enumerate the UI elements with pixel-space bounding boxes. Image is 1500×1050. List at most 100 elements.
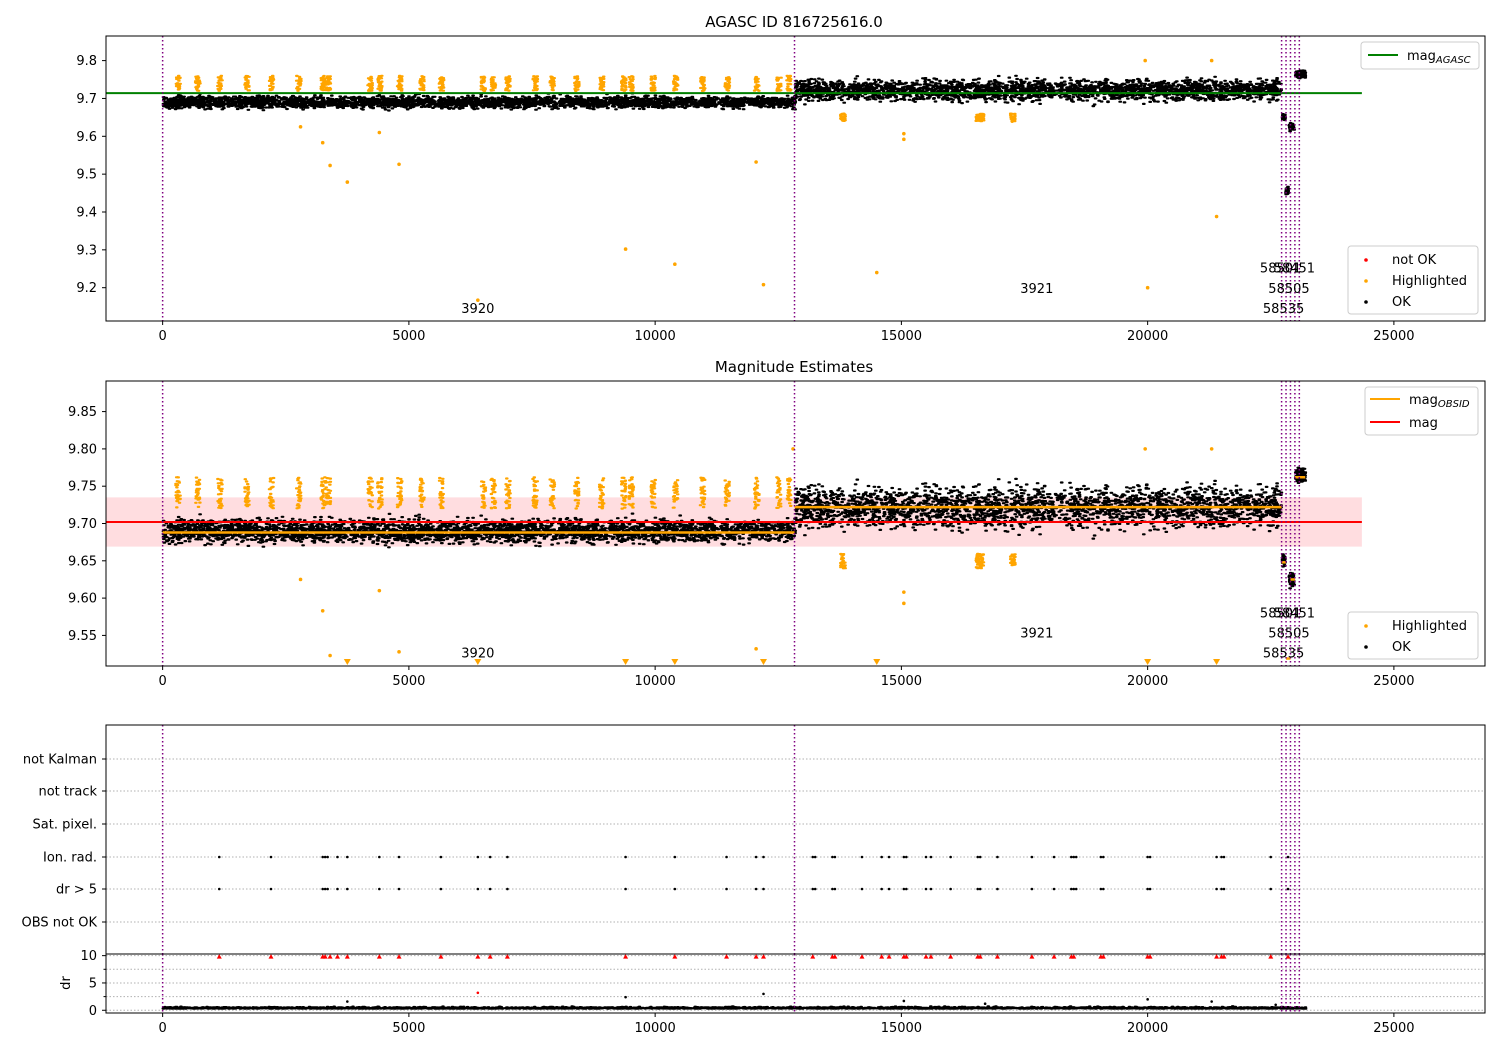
flag-point xyxy=(754,887,758,891)
highlighted-spike xyxy=(243,478,251,508)
flag-point xyxy=(506,887,509,891)
flag-point xyxy=(1052,855,1056,859)
x-tick-label: 10000 xyxy=(634,329,675,344)
highlighted-point xyxy=(397,650,401,654)
dr-point xyxy=(1274,1003,1277,1007)
flag-point xyxy=(949,887,952,891)
dr-clipped-marker xyxy=(753,954,759,959)
flag-point xyxy=(1286,887,1290,891)
x-tick-label: 10000 xyxy=(634,674,675,689)
legend-ok-label-2: OK xyxy=(1392,640,1411,655)
dr-clipped-marker xyxy=(487,954,493,959)
x-tick-label: 20000 xyxy=(1127,674,1168,689)
y-tick-label: 9.85 xyxy=(68,405,97,420)
highlighted-point xyxy=(902,137,906,142)
highlighted-spike xyxy=(627,75,635,92)
highlighted-spike xyxy=(775,76,783,92)
dr-clipped-marker xyxy=(1214,954,1220,959)
highlighted-point xyxy=(1145,285,1150,290)
highlighted-spike xyxy=(193,75,202,92)
flags-plot-background xyxy=(106,758,1485,923)
flag-point xyxy=(488,855,492,859)
y-tick-label: 9.2 xyxy=(76,281,97,296)
x-tick-label: 5000 xyxy=(392,329,425,344)
svg-text:magOBSID: magOBSID xyxy=(1409,393,1470,410)
plot-frame xyxy=(105,35,1486,322)
flag-point xyxy=(269,887,273,891)
obsid-label: 58451 xyxy=(1274,262,1315,277)
flag-point xyxy=(887,887,891,891)
flag-point xyxy=(880,887,883,891)
dr-clipped-marker xyxy=(859,954,865,959)
flag-point xyxy=(1148,887,1152,891)
highlighted-spike xyxy=(978,112,986,123)
flag-point xyxy=(439,887,443,891)
flag-point xyxy=(924,855,928,859)
flag-label: dr > 5 xyxy=(56,883,97,898)
highlighted-spike xyxy=(174,74,182,91)
highlighted-spike xyxy=(598,75,606,92)
flags-panel: not Kalman not track Sat. pixel. Ion. rad. d… xyxy=(22,724,1486,955)
dr-clipped-marker xyxy=(832,954,838,959)
out-of-range-marker xyxy=(1144,659,1152,665)
flag-point xyxy=(762,855,765,859)
dr-clipped-marker xyxy=(268,954,274,959)
flag-point xyxy=(1070,855,1073,859)
flag-point xyxy=(1072,887,1076,891)
flag-point xyxy=(813,887,817,891)
legend-highlighted-label-2: Highlighted xyxy=(1392,619,1467,634)
highlighted-spike xyxy=(216,74,224,92)
flag-point xyxy=(860,855,864,859)
flag-point xyxy=(1074,855,1078,859)
x-tick-label: 5000 xyxy=(392,1021,425,1036)
flag-point xyxy=(754,855,758,859)
flag-point xyxy=(323,887,327,891)
y-tick-label: 9.65 xyxy=(68,554,97,569)
highlighted-point xyxy=(902,590,906,594)
highlighted-spike xyxy=(573,476,581,510)
flag-point xyxy=(976,855,980,859)
flag-point xyxy=(326,887,329,891)
legend-not-ok-label: not OK xyxy=(1392,253,1437,268)
highlighted-point xyxy=(320,608,325,613)
flag-point xyxy=(762,887,765,891)
flag-point xyxy=(1215,855,1218,859)
dr-clipped-marker xyxy=(994,954,1000,959)
flag-point xyxy=(1052,887,1056,891)
obsid-label: 58535 xyxy=(1263,302,1304,317)
flag-point xyxy=(217,887,221,891)
dr-panel: 0 5000 10000 15000 20000 25000 0 5 10 dr xyxy=(59,949,1486,1036)
highlighted-point xyxy=(298,577,303,582)
highlighted-spike xyxy=(479,480,488,509)
dr-clipped-marker xyxy=(396,954,402,959)
flag-point xyxy=(476,855,480,859)
dr-clipped-marker xyxy=(327,954,333,959)
agasc-axes: 0 5000 10000 15000 20000 25000 9.2 9.3 9.4 9.5 9.6… xyxy=(76,35,1486,344)
highlighted-point xyxy=(623,247,628,251)
dr-clipped-marker xyxy=(475,954,481,959)
flag-point xyxy=(346,855,349,859)
flag-point xyxy=(1099,855,1103,859)
y-tick-label: 5 xyxy=(89,976,97,991)
highlighted-spike xyxy=(531,75,540,92)
flag-point xyxy=(1148,855,1152,859)
highlighted-point xyxy=(328,653,332,658)
highlighted-spike xyxy=(395,74,404,92)
dr-clipped-marker xyxy=(760,954,766,959)
legend-highlighted-label: Highlighted xyxy=(1392,274,1467,289)
dr-clipped-marker xyxy=(724,954,730,959)
flag-point xyxy=(326,855,329,859)
highlighted-point xyxy=(298,125,303,129)
flag-point xyxy=(1146,855,1149,859)
highlighted-spike xyxy=(489,76,498,92)
flag-point xyxy=(860,887,864,891)
flag-point xyxy=(880,855,883,859)
dr-point xyxy=(624,995,627,999)
obsid-label: 58505 xyxy=(1268,282,1309,297)
highlighted-spike xyxy=(978,553,986,570)
dr-clipped-marker xyxy=(1029,954,1035,959)
obsid-label: 58501 xyxy=(1260,606,1301,621)
dr-clipped-marker xyxy=(344,954,350,959)
y-tick-label: 9.55 xyxy=(68,629,97,644)
